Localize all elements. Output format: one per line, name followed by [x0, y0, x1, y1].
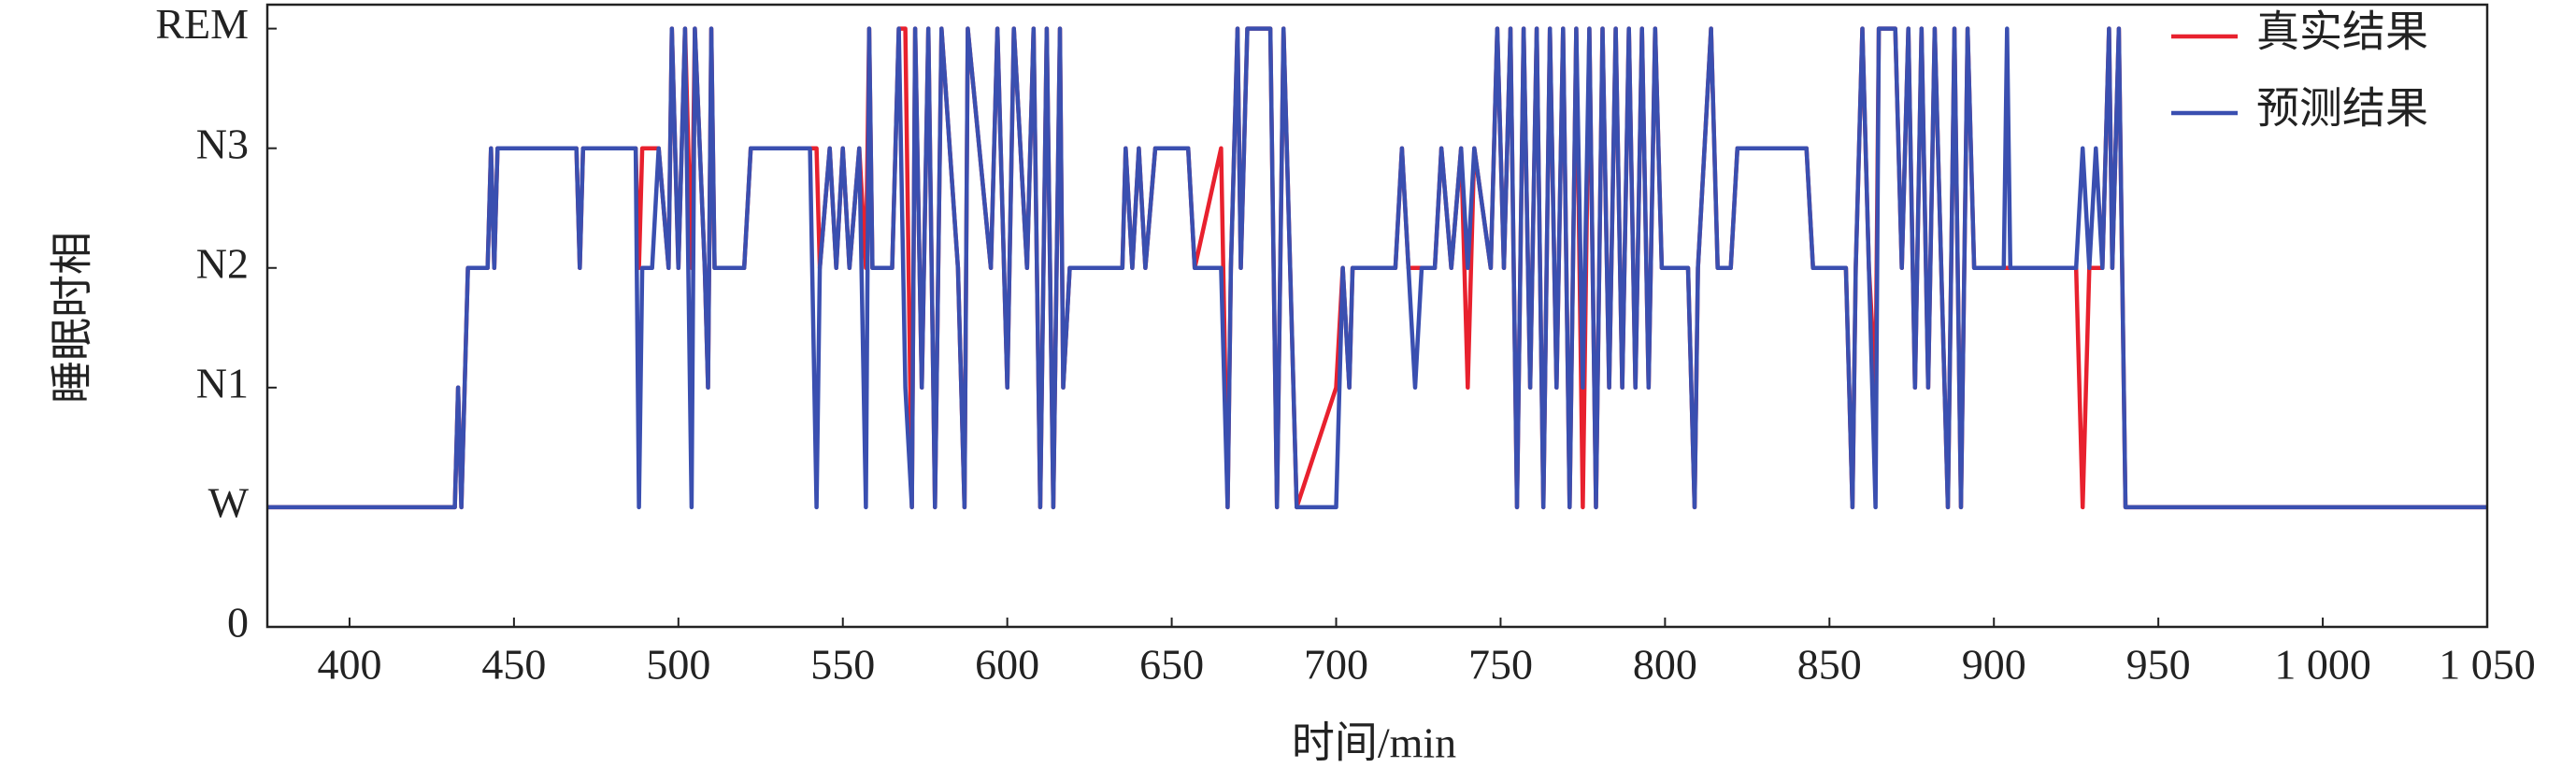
x-tick-label: 400: [317, 641, 381, 689]
x-tick-label: 900: [1962, 641, 2026, 689]
y-tick-label: 0: [227, 599, 249, 647]
x-tick-label: 1 050: [2439, 641, 2536, 689]
y-tick-label: N3: [196, 120, 249, 167]
x-tick-label: 700: [1304, 641, 1368, 689]
x-tick-label: 1 000: [2274, 641, 2371, 689]
x-tick-label: 500: [646, 641, 710, 689]
plot-frame: [265, 3, 2489, 629]
x-tick-label: 550: [810, 641, 875, 689]
y-tick-label: N1: [196, 359, 249, 406]
series-line: [267, 26, 2487, 510]
x-axis-title: 时间/min: [1292, 719, 1456, 767]
legend-label: 真实结果: [2256, 8, 2428, 56]
y-tick-label: REM: [155, 0, 249, 48]
x-tick-label: 600: [975, 641, 1039, 689]
y-tick-label: W: [208, 478, 250, 526]
x-tick-label: 800: [1633, 641, 1697, 689]
y-tick-label: N2: [196, 239, 249, 287]
x-tick-label: 850: [1797, 641, 1862, 689]
x-tick-label: 750: [1468, 641, 1533, 689]
x-tick-label: 450: [481, 641, 546, 689]
legend-label: 预测结果: [2256, 85, 2428, 133]
x-tick-label: 650: [1139, 641, 1204, 689]
x-tick-label: 950: [2126, 641, 2191, 689]
y-axis-title: 睡眠时相: [49, 232, 96, 404]
